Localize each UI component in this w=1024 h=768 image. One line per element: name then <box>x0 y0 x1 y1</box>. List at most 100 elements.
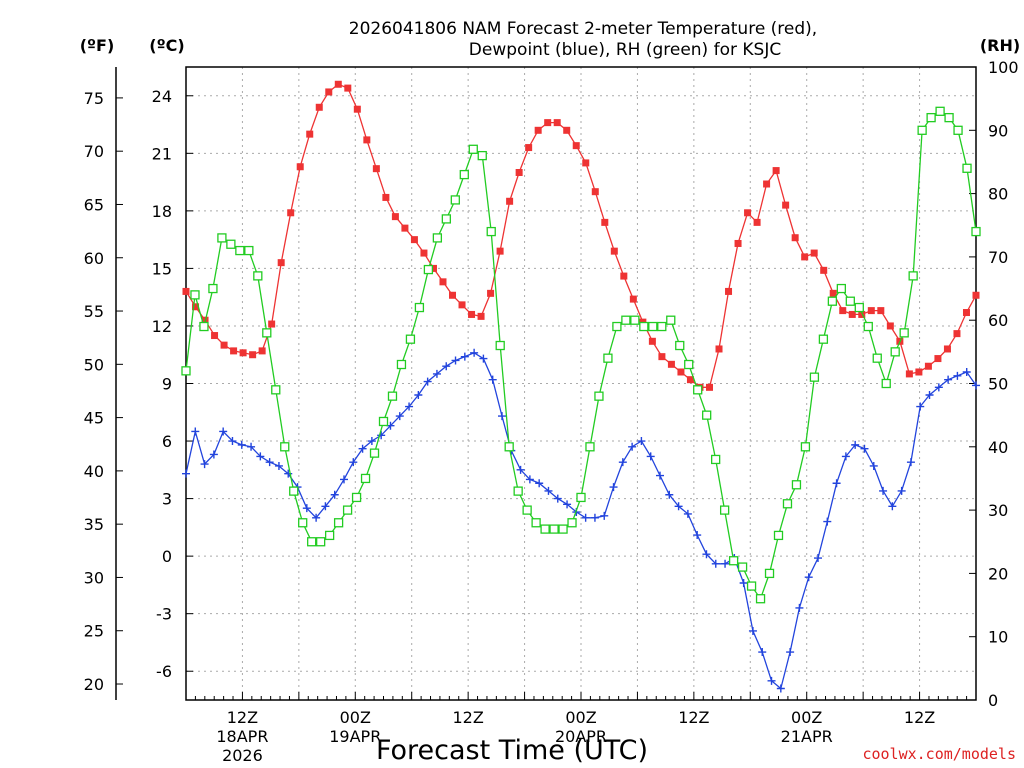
dewpoint-point <box>925 391 934 400</box>
celsius-tick-label: 3 <box>162 490 172 509</box>
celsius-tick-label: 24 <box>152 87 172 106</box>
chart-title-line1: 2026041806 NAM Forecast 2-meter Temperat… <box>349 19 817 39</box>
dewpoint-point <box>274 461 283 470</box>
dewpoint-point <box>358 444 367 453</box>
dewpoint-point <box>302 504 311 513</box>
dewpoint-point <box>312 513 321 522</box>
dewpoint-point <box>804 573 813 582</box>
series-rh <box>181 106 981 604</box>
dewpoint-point <box>767 676 776 685</box>
dewpoint-point <box>228 437 237 446</box>
celsius-axis-unit: (ºC) <box>149 36 184 55</box>
x-tick-year: 2026 <box>222 746 263 765</box>
dewpoint-point <box>442 362 451 371</box>
rh-point <box>854 302 864 313</box>
temperature-point <box>382 193 390 201</box>
rh-point <box>612 321 622 332</box>
dewpoint-point <box>590 513 599 522</box>
rh-point <box>450 195 460 205</box>
dewpoint-point <box>237 440 246 449</box>
temperature-point <box>230 347 238 355</box>
rh-point <box>307 537 317 547</box>
temperature-point <box>401 224 409 232</box>
temperature-point <box>487 289 495 297</box>
dewpoint-point <box>972 381 980 390</box>
dewpoint-point <box>182 469 190 478</box>
dewpoint-point <box>906 458 915 467</box>
dewpoint-point <box>897 486 906 495</box>
dewpoint-point <box>423 377 432 386</box>
temperature-point <box>325 88 333 96</box>
dewpoint-point <box>683 509 692 518</box>
temperature-point <box>363 136 371 144</box>
temperature-point <box>734 239 742 247</box>
dewpoint-point <box>618 458 627 467</box>
temperature-point <box>268 320 276 328</box>
data-series <box>181 80 981 693</box>
dewpoint-point <box>544 486 553 495</box>
rh-point <box>603 353 613 363</box>
dewpoint-point <box>916 402 925 411</box>
dewpoint-point <box>191 427 200 436</box>
rh-point <box>800 442 811 452</box>
celsius-tick-label: 21 <box>152 144 172 163</box>
temperature-point <box>648 337 656 345</box>
temperature-point <box>763 180 771 188</box>
temperature-point <box>867 307 875 315</box>
rh-point <box>648 321 658 332</box>
rh-point <box>899 328 909 338</box>
rh-point <box>962 163 972 173</box>
temperature-point <box>591 188 599 196</box>
dewpoint-point <box>525 475 534 484</box>
dewpoint-point <box>674 502 683 511</box>
rh-point <box>576 492 586 503</box>
plot-frame <box>185 66 977 701</box>
x-tick-label: 12Z <box>227 708 258 727</box>
temperature-point <box>306 130 314 138</box>
dewpoint-point <box>748 626 757 635</box>
dewpoint-point <box>349 458 358 467</box>
fahrenheit-axis-unit: (ºF) <box>80 36 115 55</box>
rh-point <box>495 340 505 351</box>
temperature-point <box>620 272 628 280</box>
dewpoint-point <box>209 450 218 459</box>
dewpoint-point <box>377 431 386 440</box>
temperature-point <box>344 84 352 92</box>
dewpoint-point <box>860 444 869 453</box>
rh-point <box>369 448 380 458</box>
x-tick-date: 21APR <box>781 727 833 746</box>
temperature-point <box>886 322 894 330</box>
temperature-point <box>753 218 761 226</box>
rh-point <box>728 556 739 566</box>
celsius-tick-label: 0 <box>162 547 172 566</box>
temperature-point <box>287 209 295 217</box>
rh-point <box>217 233 227 243</box>
dewpoint-point <box>563 500 572 509</box>
rh-point <box>755 594 766 604</box>
rh-point <box>782 499 793 509</box>
celsius-tick-label: -3 <box>156 605 172 624</box>
rh-point <box>908 271 918 281</box>
rh-point <box>280 442 290 452</box>
rh-point <box>262 328 272 338</box>
rh-point <box>531 518 541 528</box>
rh-point <box>513 486 523 496</box>
dewpoint-point <box>432 369 441 378</box>
temperature-point <box>553 119 561 127</box>
rh-tick-label: 0 <box>988 691 998 710</box>
dewpoint-point <box>553 494 562 503</box>
rh-point <box>244 245 254 256</box>
temperature-point <box>296 163 304 171</box>
rh-point <box>558 524 568 534</box>
dewpoint-point <box>609 483 618 492</box>
dewpoint-point <box>247 442 256 451</box>
temperature-point <box>534 126 542 134</box>
dewpoint-point <box>367 437 376 446</box>
rh-point <box>926 112 936 123</box>
dewpoint-point <box>934 383 943 392</box>
rh-point <box>872 353 882 363</box>
rh-point <box>971 226 981 237</box>
dewpoint-point <box>265 458 274 467</box>
rh-point <box>881 378 891 389</box>
rh-tick-label: 30 <box>988 501 1008 520</box>
